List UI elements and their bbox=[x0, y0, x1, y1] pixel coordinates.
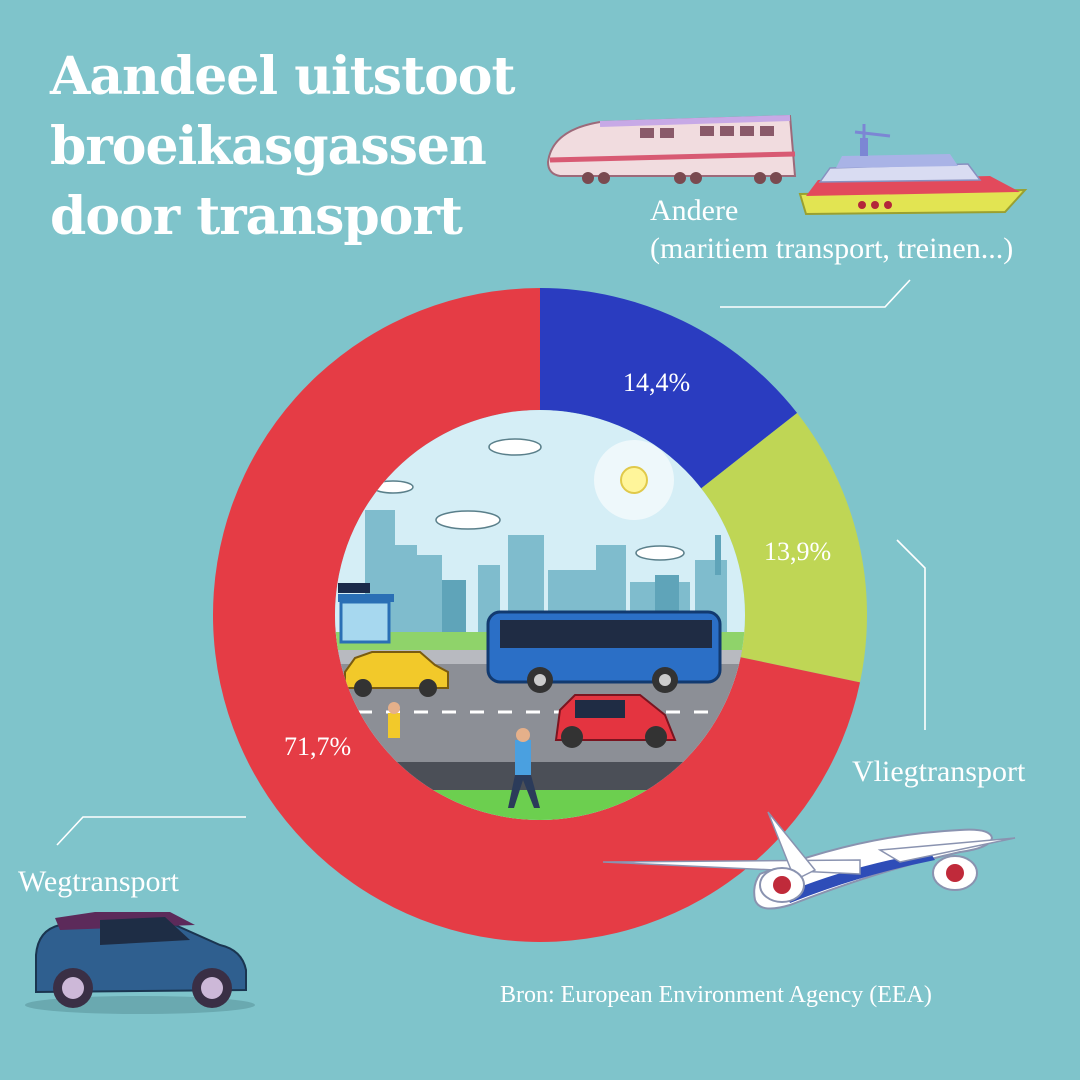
title-line: broeikasgassen bbox=[50, 116, 487, 177]
title-line: Aandeel uitstoot bbox=[50, 46, 515, 107]
category-label-wegtransport: Wegtransport bbox=[18, 865, 179, 898]
leader-lines bbox=[56, 279, 926, 846]
train-icon bbox=[546, 114, 797, 184]
category-label-andere: Andere (maritiem transport, treinen...) bbox=[650, 192, 1013, 268]
donut-slice-vliegtransport bbox=[701, 412, 868, 683]
city-scene-icon bbox=[335, 410, 745, 820]
source-note: Bron: European Environment Agency (EEA) bbox=[500, 982, 932, 1008]
donut-slice-andere bbox=[540, 288, 798, 489]
car-icon bbox=[25, 912, 255, 1014]
donut-slices bbox=[213, 288, 868, 942]
donut-slice-wegtransport bbox=[213, 288, 860, 942]
category-label-andere-title: Andere bbox=[650, 194, 739, 227]
page-title: Aandeel uitstoot broeikasgassen door tra… bbox=[50, 42, 515, 252]
category-label-andere-sub: (maritiem transport, treinen...) bbox=[650, 232, 1014, 265]
title-line: door transport bbox=[50, 186, 463, 247]
slice-value-label-vliegtransport: 13,9% bbox=[764, 537, 832, 566]
slice-value-label-wegtransport: 71,7% bbox=[284, 732, 352, 761]
category-label-vliegtransport: Vliegtransport bbox=[852, 755, 1026, 788]
slice-value-label-andere: 14,4% bbox=[623, 368, 691, 397]
ship-icon bbox=[798, 124, 1028, 216]
airplane-icon bbox=[602, 811, 1016, 910]
